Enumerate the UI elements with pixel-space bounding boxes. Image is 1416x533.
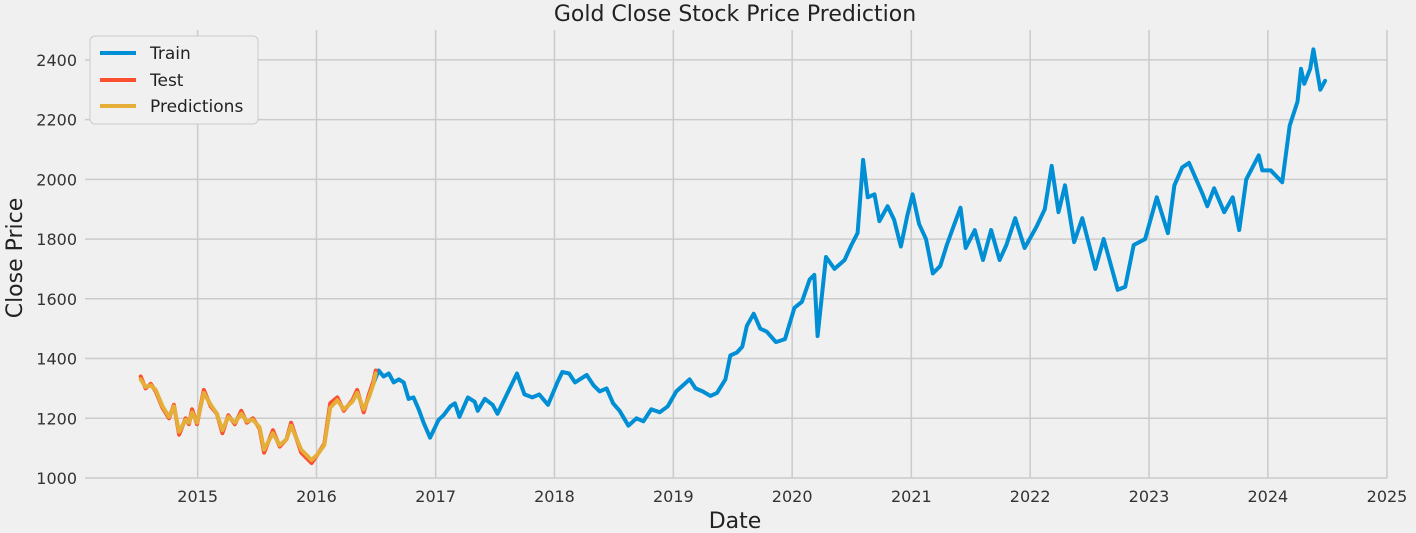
y-tick-label: 1200 bbox=[36, 409, 77, 428]
legend-box bbox=[89, 35, 259, 125]
tick-labels: 1000 1200 1400 1600 1800 2000 2200 2400 2015 2016… bbox=[36, 51, 1407, 506]
y-tick-label: 1400 bbox=[36, 350, 77, 369]
x-tick-label: 2024 bbox=[1247, 487, 1288, 506]
legend: Train Test Predictions bbox=[89, 35, 259, 125]
y-axis-label: Close Price bbox=[3, 198, 28, 319]
y-tick-label: 2000 bbox=[36, 170, 77, 189]
legend-label-test: Test bbox=[149, 71, 184, 91]
y-tick-label: 1800 bbox=[36, 230, 77, 249]
x-tick-label: 2016 bbox=[296, 487, 337, 506]
y-tick-label: 1000 bbox=[36, 469, 77, 488]
chart-title: Gold Close Stock Price Prediction bbox=[554, 2, 916, 27]
x-tick-label: 2019 bbox=[653, 487, 694, 506]
y-tick-label: 2400 bbox=[36, 51, 77, 70]
y-tick-label: 1600 bbox=[36, 290, 77, 309]
y-tick-label: 2200 bbox=[36, 111, 77, 130]
x-tick-label: 2023 bbox=[1129, 487, 1170, 506]
legend-label-train: Train bbox=[149, 44, 191, 64]
series-lines bbox=[138, 47, 1328, 466]
x-tick-label: 2021 bbox=[891, 487, 932, 506]
legend-label-predictions: Predictions bbox=[150, 97, 243, 117]
x-tick-label: 2015 bbox=[177, 487, 218, 506]
x-tick-label: 2017 bbox=[415, 487, 456, 506]
x-tick-label: 2025 bbox=[1367, 487, 1408, 506]
x-axis-label: Date bbox=[709, 509, 762, 533]
x-tick-label: 2020 bbox=[772, 487, 813, 506]
x-tick-label: 2022 bbox=[1010, 487, 1051, 506]
x-tick-label: 2018 bbox=[534, 487, 575, 506]
series-line-predictions bbox=[138, 371, 378, 463]
series-line-train bbox=[371, 47, 1328, 440]
